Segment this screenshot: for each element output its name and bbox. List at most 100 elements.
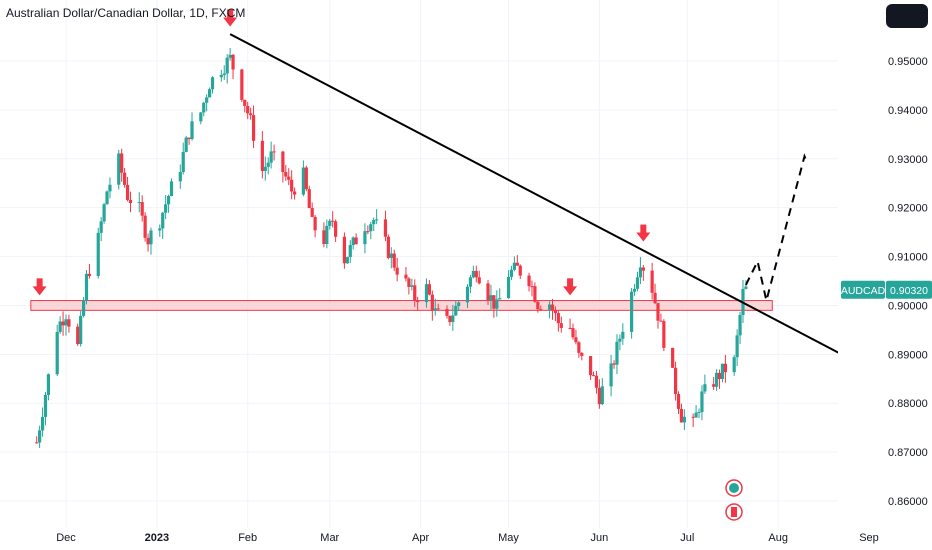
time-tick-label: Jul [680,532,694,544]
candle [451,304,455,331]
arrow-down-icon [223,9,238,27]
candle [506,270,511,299]
candle [240,68,244,102]
candle [715,369,719,391]
candle [40,407,45,437]
candle [533,282,537,303]
chart-grid [0,0,870,528]
candle [416,296,420,311]
candle [260,131,264,179]
candle [717,369,722,389]
candle [386,234,390,260]
candle [328,218,332,230]
ca-flag-icon[interactable] [725,503,743,521]
candle [653,283,657,305]
candle [609,354,613,397]
candle [477,270,481,285]
candle [228,47,232,61]
candle [272,144,276,161]
candle [304,165,308,192]
candle [108,177,112,199]
candle [495,290,499,317]
price-tick-label: 0.86000 [888,496,928,508]
candle [512,256,516,272]
candle [375,209,379,225]
candle [38,425,42,448]
candle [468,275,473,294]
candle [345,256,349,264]
candle [723,354,727,383]
candle [161,211,165,239]
candle [621,323,625,345]
menu-button[interactable] [886,4,928,28]
candle [231,54,235,79]
candle [105,190,109,205]
candle [269,141,273,169]
support-zone-rect[interactable] [30,300,773,311]
candle [146,233,150,252]
candle [671,347,675,369]
candle [202,102,206,117]
time-tick-label: Feb [238,532,257,544]
candle [673,361,678,401]
candle [632,283,637,296]
candle [120,148,124,182]
candle [331,211,335,228]
candle [407,277,411,295]
candle [125,176,130,202]
candle [720,363,725,383]
candle [199,111,203,125]
candle [574,329,578,345]
candle [81,297,86,318]
candle [181,142,185,175]
time-tick-label: May [498,532,519,544]
event-flags[interactable] [725,479,743,521]
candle [363,223,367,254]
candle [571,323,575,340]
candle [313,214,317,238]
candle [427,280,432,296]
chart-title: Australian Dollar/Canadian Dollar, 1D, F… [6,6,246,20]
candle [547,301,552,319]
candle [509,265,514,281]
candle [389,247,393,269]
candle [527,272,531,292]
time-tick-label: Jun [591,532,609,544]
candle [87,263,92,279]
candle [301,160,305,197]
candle [550,298,555,320]
candle [76,323,80,346]
arrow-markers [32,9,651,296]
time-tick-label: Dec [56,532,76,544]
candle [372,217,376,231]
candle [694,405,698,418]
trendline-line[interactable] [229,33,885,378]
candle [410,278,414,291]
candle [61,311,65,336]
candle [351,236,355,250]
candle [322,222,326,248]
candle [556,310,560,332]
price-axis[interactable]: 0.95000 0.94000 0.93000 0.92000 0.91000 0.900… [838,0,932,550]
candle [79,311,83,347]
price-tick-label: 0.87000 [888,447,928,459]
candle [137,192,141,213]
projection-path[interactable] [745,153,809,301]
candle [35,436,39,444]
arrow-down-icon [563,278,578,296]
price-tick-label: 0.92000 [888,203,928,215]
time-axis[interactable]: Dec 2023 Feb Mar Apr May Jun Jul Aug Sep [0,528,932,550]
price-tick-label: 0.93000 [888,154,928,166]
trendline[interactable] [229,33,885,378]
candle [612,360,616,369]
arrow-down-icon [32,278,47,296]
last-price-label: 0.90320 [890,285,928,297]
au-flag-icon[interactable] [725,479,743,497]
candle [597,379,601,409]
candle [266,157,270,175]
candle [225,54,229,84]
price-tick-label: 0.90000 [888,300,928,312]
candle [553,306,558,322]
candle [190,112,194,141]
